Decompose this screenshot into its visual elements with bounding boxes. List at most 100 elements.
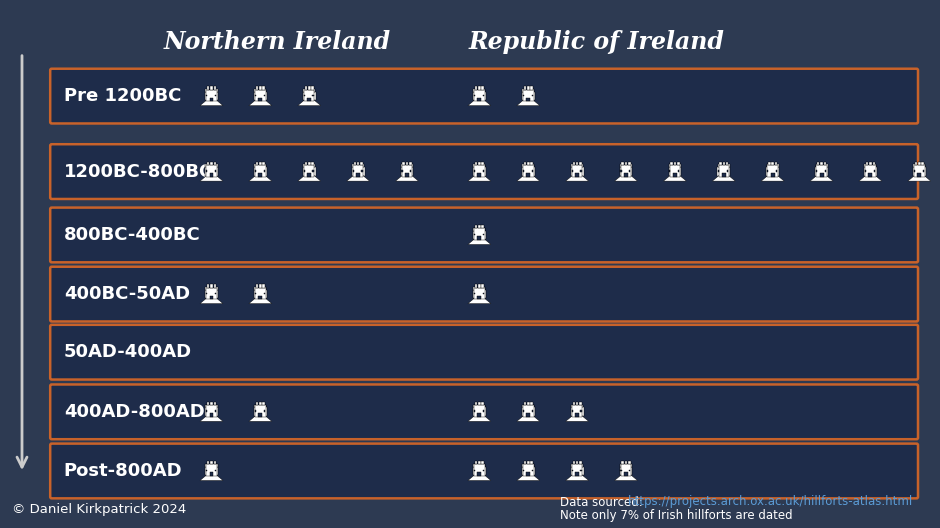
- Bar: [820, 173, 823, 177]
- FancyBboxPatch shape: [50, 144, 918, 199]
- Bar: [572, 164, 574, 167]
- Bar: [579, 461, 582, 465]
- Bar: [214, 467, 218, 475]
- Bar: [482, 287, 485, 290]
- Bar: [481, 402, 484, 406]
- Bar: [530, 87, 533, 90]
- Bar: [873, 170, 875, 172]
- Bar: [210, 473, 213, 476]
- Bar: [726, 162, 729, 165]
- Bar: [816, 164, 819, 167]
- Bar: [572, 165, 583, 177]
- Bar: [824, 164, 827, 167]
- Bar: [482, 464, 485, 467]
- Bar: [482, 290, 486, 298]
- Bar: [580, 167, 584, 176]
- Bar: [482, 89, 485, 92]
- Text: https://projects.arch.ox.ac.uk/hillforts-atlas.html: https://projects.arch.ox.ac.uk/hillforts…: [628, 495, 914, 508]
- FancyBboxPatch shape: [50, 267, 918, 322]
- Bar: [308, 162, 310, 165]
- Bar: [572, 461, 575, 465]
- Bar: [213, 402, 216, 406]
- Bar: [526, 473, 530, 476]
- Bar: [482, 410, 484, 412]
- Bar: [311, 87, 314, 90]
- Bar: [572, 465, 583, 476]
- Bar: [572, 464, 574, 467]
- Bar: [473, 408, 477, 416]
- Bar: [669, 164, 672, 167]
- Bar: [526, 98, 530, 101]
- Bar: [304, 165, 315, 177]
- Bar: [914, 164, 916, 167]
- Bar: [258, 296, 262, 299]
- Bar: [255, 406, 266, 417]
- Bar: [474, 293, 475, 294]
- Bar: [527, 461, 529, 465]
- Bar: [575, 413, 579, 417]
- Bar: [263, 404, 266, 408]
- Polygon shape: [468, 415, 491, 421]
- Polygon shape: [761, 175, 784, 181]
- Bar: [262, 162, 265, 165]
- Bar: [531, 164, 534, 167]
- Bar: [772, 162, 774, 165]
- Bar: [620, 164, 623, 167]
- Bar: [531, 464, 534, 467]
- Polygon shape: [517, 474, 540, 480]
- Polygon shape: [298, 99, 321, 106]
- Bar: [206, 164, 209, 167]
- Bar: [255, 288, 266, 299]
- Bar: [624, 173, 628, 177]
- Bar: [409, 162, 412, 165]
- Bar: [621, 162, 624, 165]
- Bar: [527, 402, 529, 406]
- Bar: [482, 164, 485, 167]
- Polygon shape: [664, 175, 686, 181]
- Bar: [817, 162, 820, 165]
- Bar: [481, 285, 484, 288]
- Bar: [816, 170, 817, 172]
- Bar: [206, 404, 209, 408]
- Bar: [255, 410, 256, 412]
- Polygon shape: [615, 175, 637, 181]
- Bar: [677, 162, 680, 165]
- Bar: [360, 162, 363, 165]
- Bar: [572, 162, 575, 165]
- Bar: [255, 170, 256, 172]
- Bar: [361, 167, 365, 176]
- Text: 800BC-400BC: 800BC-400BC: [64, 226, 200, 244]
- Bar: [213, 87, 216, 90]
- Bar: [523, 165, 534, 177]
- Bar: [576, 402, 578, 406]
- Bar: [580, 408, 584, 416]
- Bar: [481, 162, 484, 165]
- Polygon shape: [200, 474, 223, 480]
- Bar: [914, 170, 915, 172]
- Bar: [307, 98, 311, 101]
- Bar: [312, 167, 316, 176]
- Bar: [263, 290, 267, 298]
- Bar: [482, 233, 484, 235]
- Bar: [304, 95, 305, 96]
- Polygon shape: [468, 175, 491, 181]
- Bar: [776, 167, 779, 176]
- Bar: [579, 162, 582, 165]
- Bar: [213, 285, 216, 288]
- Bar: [824, 167, 828, 176]
- Bar: [474, 288, 485, 299]
- Bar: [478, 402, 480, 406]
- Bar: [258, 413, 262, 417]
- Bar: [263, 167, 267, 176]
- Bar: [255, 95, 256, 96]
- Bar: [254, 167, 258, 176]
- Bar: [771, 173, 775, 177]
- FancyBboxPatch shape: [50, 69, 918, 124]
- Bar: [580, 464, 583, 467]
- Bar: [482, 170, 484, 172]
- Bar: [478, 296, 481, 299]
- Bar: [361, 164, 364, 167]
- Bar: [205, 92, 209, 100]
- Bar: [206, 170, 207, 172]
- Bar: [473, 167, 477, 176]
